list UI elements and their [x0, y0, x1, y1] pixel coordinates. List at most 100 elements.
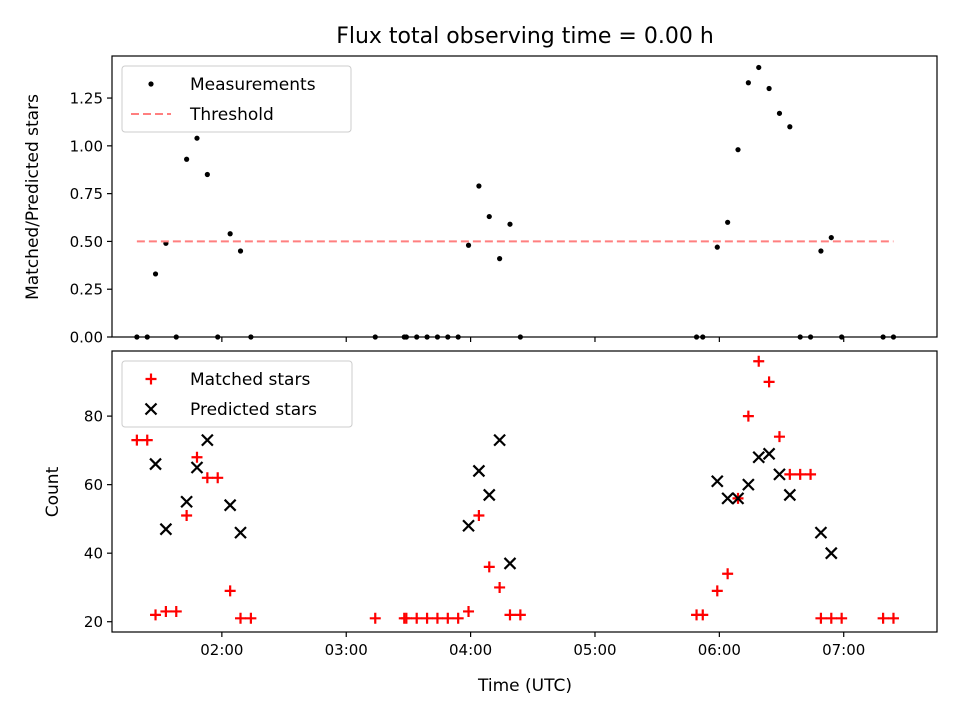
- data-point: [877, 612, 889, 624]
- bottom-y-tick-label: 60: [84, 476, 103, 494]
- data-point: [483, 561, 495, 573]
- data-point: [476, 183, 482, 189]
- data-point: [725, 219, 731, 225]
- legend-label: Matched stars: [190, 370, 310, 390]
- bottom-y-tick-label: 80: [84, 408, 103, 426]
- bottom-x-tick-label: 04:00: [449, 641, 492, 659]
- top-y-tick-label: 0.75: [70, 185, 103, 203]
- bottom-panel: 02:00 03:00 04:00 05:00 06:00 07:00 20 40 60 80 Ma…: [84, 350, 938, 659]
- data-point: [828, 234, 834, 241]
- data-point: [742, 410, 754, 422]
- data-point: [463, 605, 475, 617]
- data-point: [462, 519, 475, 533]
- data-point: [497, 256, 503, 262]
- data-point: [787, 124, 793, 130]
- bottom-x-tick-label: 02:00: [200, 641, 243, 659]
- legend-label: Threshold: [189, 105, 274, 125]
- chart-title: Flux total observing time = 0.00 h: [336, 24, 714, 49]
- data-point: [150, 609, 162, 621]
- bottom-x-tick-label: 06:00: [698, 641, 741, 659]
- bottom-y-tick-label: 40: [84, 545, 103, 563]
- data-point: [763, 376, 775, 388]
- top-y-tick-label: 0.00: [70, 329, 103, 347]
- data-point: [465, 242, 472, 248]
- data-point: [756, 64, 762, 71]
- data-point: [784, 468, 796, 480]
- legend-label: Measurements: [190, 75, 316, 95]
- data-point: [237, 248, 244, 254]
- data-point: [431, 612, 443, 624]
- data-point: [245, 612, 257, 624]
- data-point: [131, 434, 143, 446]
- data-point: [722, 568, 734, 580]
- data-point: [887, 612, 899, 624]
- data-point: [836, 612, 848, 624]
- data-point: [773, 431, 785, 443]
- data-point: [152, 271, 159, 277]
- data-point: [721, 492, 734, 505]
- data-point: [714, 244, 720, 250]
- data-point: [223, 498, 237, 512]
- data-point: [421, 612, 433, 624]
- data-point: [773, 468, 786, 481]
- data-point: [794, 468, 806, 480]
- data-point: [814, 526, 828, 539]
- bottom-y-axis-label: Count: [43, 466, 63, 517]
- data-point: [201, 472, 213, 484]
- top-panel: 0.00 0.25 0.50 0.75 1.00 1.25 Measurements Thre…: [70, 55, 938, 347]
- data-point: [514, 609, 526, 621]
- data-point: [742, 478, 755, 491]
- bottom-x-tick-label: 03:00: [325, 641, 368, 659]
- data-point: [181, 509, 193, 521]
- bottom-x-tick-label: 07:00: [822, 641, 865, 659]
- data-point: [149, 457, 162, 471]
- data-point: [212, 472, 224, 484]
- data-point: [745, 80, 751, 86]
- data-point: [201, 433, 214, 447]
- legend-box: [121, 65, 352, 133]
- data-point: [711, 585, 723, 597]
- legend-swatch: [144, 402, 158, 416]
- data-point: [184, 156, 190, 162]
- data-point: [503, 557, 517, 570]
- bottom-series-2: [149, 433, 838, 570]
- top-y-tick-label: 1.00: [70, 137, 103, 155]
- data-point: [141, 434, 153, 446]
- data-point: [411, 612, 423, 624]
- data-point: [452, 612, 464, 624]
- data-point: [400, 612, 412, 624]
- data-point: [710, 474, 724, 488]
- data-point: [805, 468, 817, 480]
- data-point: [776, 110, 783, 116]
- data-point: [159, 522, 173, 536]
- data-point: [762, 447, 776, 461]
- data-point: [190, 461, 204, 474]
- data-point: [191, 451, 203, 463]
- data-point: [731, 492, 745, 505]
- bottom-legend: Matched stars Predicted stars: [121, 360, 353, 428]
- bottom-y-tick-label: 20: [84, 613, 103, 631]
- data-point: [369, 612, 381, 624]
- data-point: [766, 85, 772, 92]
- data-point: [825, 546, 838, 560]
- data-point: [194, 135, 200, 141]
- legend-swatch: [148, 81, 154, 87]
- data-point: [493, 433, 506, 447]
- top-legend: Measurements Threshold: [121, 65, 352, 133]
- data-point: [486, 213, 492, 220]
- data-point: [442, 612, 454, 624]
- legend-label: Predicted stars: [190, 400, 317, 420]
- data-point: [170, 605, 182, 617]
- data-point: [224, 585, 236, 597]
- data-point: [504, 609, 516, 621]
- data-point: [752, 450, 766, 464]
- data-point: [234, 526, 247, 539]
- data-point: [482, 488, 496, 502]
- bottom-series-1: [131, 355, 899, 624]
- legend-swatch: [145, 373, 157, 385]
- data-point: [825, 612, 837, 624]
- top-y-tick-label: 0.25: [70, 281, 103, 299]
- data-point: [735, 147, 741, 153]
- data-point: [160, 605, 172, 617]
